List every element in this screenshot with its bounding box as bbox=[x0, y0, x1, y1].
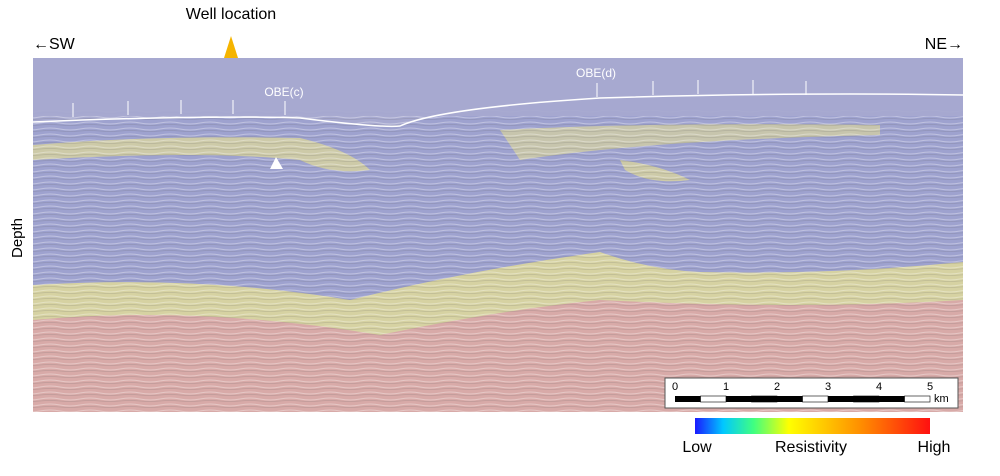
scale-segment bbox=[675, 396, 701, 402]
scale-unit: km bbox=[934, 393, 949, 405]
scale-segment bbox=[751, 395, 778, 403]
well-marker bbox=[270, 157, 283, 169]
color-bar bbox=[695, 418, 930, 434]
obe-arrows bbox=[72, 80, 807, 117]
scale-tick-label: 4 bbox=[876, 381, 882, 393]
scale-segment bbox=[726, 396, 752, 402]
scale-tick-label: 2 bbox=[774, 381, 780, 393]
seafloor bbox=[32, 93, 964, 128]
scale-box bbox=[664, 377, 959, 409]
direction-right: NE→ bbox=[925, 36, 963, 53]
well-label: Well location bbox=[186, 6, 276, 23]
color-high: High bbox=[918, 439, 951, 456]
scale-segment bbox=[828, 396, 854, 402]
color-low: Low bbox=[682, 439, 712, 456]
scale-segment bbox=[904, 395, 931, 403]
obe-label: OBE(d) bbox=[576, 66, 616, 80]
scale-tick-label: 0 bbox=[672, 381, 678, 393]
direction-left: ←SW bbox=[33, 36, 76, 53]
scale-segment bbox=[853, 395, 880, 403]
scale-tick-label: 3 bbox=[825, 381, 831, 393]
scale-segment bbox=[879, 396, 905, 402]
scale-segment bbox=[802, 395, 829, 403]
seismic-reflections bbox=[33, 110, 963, 412]
scale-bar: 0 1 2 3 4 5km bbox=[664, 377, 959, 409]
section bbox=[32, 58, 964, 412]
depth-label: Depth bbox=[9, 218, 26, 258]
scale-tick-label: 5 bbox=[927, 381, 933, 393]
scale-tick-label: 1 bbox=[723, 381, 729, 393]
scale-segment bbox=[777, 396, 803, 402]
scale-segment bbox=[700, 395, 727, 403]
obe-label: OBE(c) bbox=[264, 85, 303, 99]
water-overlay bbox=[33, 58, 963, 116]
well-location-marker bbox=[224, 36, 238, 58]
color-title: Resistivity bbox=[775, 439, 847, 456]
